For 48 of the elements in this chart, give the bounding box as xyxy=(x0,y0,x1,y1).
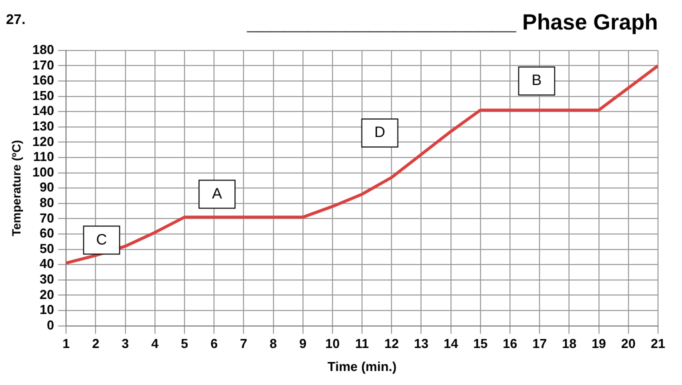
y-tick-label: 100 xyxy=(32,164,54,180)
y-tick-label: 80 xyxy=(40,194,54,210)
y-tick-label: 90 xyxy=(40,180,54,195)
chart-title: ______________________ Phase Graph xyxy=(246,9,658,34)
x-tick-label: 17 xyxy=(532,336,547,352)
y-tick-label: 180 xyxy=(32,42,54,57)
annotation: D xyxy=(374,124,386,142)
x-tick-label: 11 xyxy=(355,336,369,352)
annotation: C xyxy=(96,231,108,248)
y-tick-label: 160 xyxy=(32,72,54,88)
x-tick-label: 4 xyxy=(151,336,160,352)
x-tick-label: 2 xyxy=(92,336,100,352)
annotation: A xyxy=(212,185,222,202)
x-tick-label: 7 xyxy=(240,336,248,352)
x-tick-label: 6 xyxy=(210,336,218,352)
x-tick-label: 5 xyxy=(180,336,188,352)
x-tick-label: 16 xyxy=(502,336,518,352)
y-tick-label: 50 xyxy=(40,240,54,256)
x-tick-label: 10 xyxy=(325,336,340,352)
x-tick-label: 8 xyxy=(270,336,277,352)
x-tick-label: 1 xyxy=(62,336,70,352)
y-tick-label: 60 xyxy=(40,226,54,241)
x-tick-label: 20 xyxy=(621,336,636,352)
y-tick-label: 20 xyxy=(40,286,54,302)
y-tick-label: 120 xyxy=(32,134,54,149)
x-tick-label: 12 xyxy=(384,336,399,352)
x-axis-title: Time (min.) xyxy=(327,358,397,374)
y-axis-title: Temperature (ºC) xyxy=(10,140,24,236)
annotation: B xyxy=(532,72,542,90)
y-tick-label: 150 xyxy=(32,88,54,103)
y-tick-label: 130 xyxy=(32,118,54,134)
y-tick-label: 110 xyxy=(33,149,54,164)
x-tick-label: 21 xyxy=(650,336,666,352)
x-tick-label: 3 xyxy=(122,336,129,352)
y-tick-label: 170 xyxy=(32,57,54,72)
x-tick-label: 19 xyxy=(592,336,606,352)
x-tick-label: 9 xyxy=(299,336,306,352)
x-tick-label: 13 xyxy=(414,336,428,352)
y-tick-label: 70 xyxy=(40,210,54,226)
x-tick-label: 15 xyxy=(473,336,488,352)
x-tick-label: 18 xyxy=(562,336,576,352)
x-tick-label: 14 xyxy=(444,336,459,352)
y-tick-label: 30 xyxy=(40,271,54,286)
y-tick-label: 0 xyxy=(46,317,54,332)
y-tick-label: 10 xyxy=(40,302,54,318)
text: 27. xyxy=(6,10,26,27)
y-tick-label: 40 xyxy=(40,256,54,272)
y-tick-label: 140 xyxy=(32,103,54,118)
